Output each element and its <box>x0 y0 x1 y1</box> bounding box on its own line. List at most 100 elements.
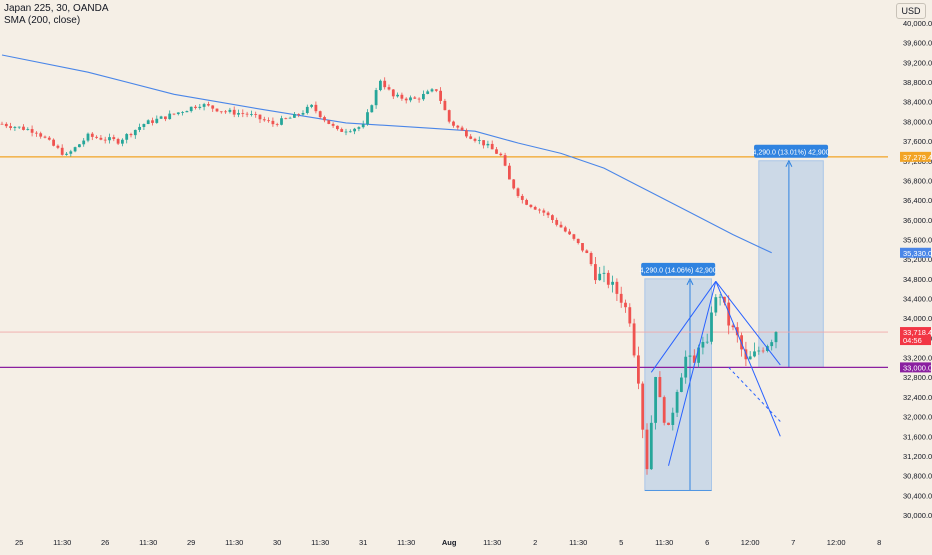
candle-body <box>4 123 8 127</box>
candle-body <box>35 132 38 134</box>
candle-body <box>138 126 141 130</box>
candle-body <box>456 125 460 128</box>
sma-badge: 35,330.0 <box>903 249 932 258</box>
price-tick-label: 35,600.0 <box>903 235 932 244</box>
pattern-line <box>650 281 717 373</box>
candle-body <box>310 104 313 107</box>
price-tick-label: 38,400.0 <box>903 98 932 107</box>
candle-body <box>443 100 447 111</box>
time-tick-label: 11:30 <box>655 538 673 547</box>
candle-body <box>258 114 262 120</box>
candle-body <box>667 422 670 425</box>
indicator-title[interactable]: SMA (200, close) <box>4 15 81 26</box>
candle-body <box>69 151 73 154</box>
price-tick-label: 36,000.0 <box>903 216 932 225</box>
candle-body <box>680 377 683 392</box>
candle-body <box>602 272 606 274</box>
price-tick-label: 34,400.0 <box>903 295 932 304</box>
candle-body <box>224 111 227 113</box>
candle-body <box>219 111 223 113</box>
candle-body <box>370 105 374 113</box>
time-axis: 25 11:30 26 11:30 29 11:30 30 11:30 31 11:30 Aug 11… <box>15 538 881 547</box>
candle-body <box>404 98 408 101</box>
candle-body <box>688 355 692 357</box>
measure-arrow-head <box>785 159 793 167</box>
price-tick-label: 34,000.0 <box>903 314 932 323</box>
pattern-line <box>715 280 781 366</box>
candle-body <box>78 144 81 148</box>
candle-body <box>391 89 395 97</box>
candle-body <box>447 110 451 122</box>
time-tick-label: 26 <box>101 538 109 547</box>
candle-body <box>241 113 245 114</box>
candle-body <box>460 127 464 131</box>
candle-body <box>727 302 731 326</box>
price-tick-label: 30,000.0 <box>903 511 932 520</box>
candle-body <box>430 89 434 92</box>
price-tick-label: 36,400.0 <box>903 196 932 205</box>
candle-body <box>323 117 326 121</box>
price-tick-label: 40,000.0 <box>903 19 932 28</box>
candle-body <box>39 133 43 137</box>
candle-body <box>589 253 593 265</box>
candle-body <box>82 140 86 145</box>
candle-body <box>684 356 688 378</box>
symbol-title[interactable]: Japan 225, 30, OANDA <box>4 3 109 14</box>
candle-body <box>409 97 412 101</box>
candle-body <box>512 179 516 189</box>
candle-body <box>65 153 68 155</box>
candle-body <box>129 134 133 136</box>
time-tick-label: 8 <box>877 538 881 547</box>
time-tick-label: 11:30 <box>397 538 415 547</box>
candle-body <box>581 243 584 251</box>
candle-body <box>26 129 30 130</box>
candle-body <box>336 125 339 130</box>
candle-body <box>86 133 90 141</box>
candle-body <box>318 111 322 118</box>
candle-body <box>99 137 103 140</box>
candle-body <box>202 104 206 107</box>
candle-body <box>267 120 270 122</box>
candle-body <box>705 341 709 343</box>
candle-body <box>116 139 120 144</box>
level-badge-purple: 33,000.0 <box>903 363 932 372</box>
price-tick-label: 32,000.0 <box>903 413 932 422</box>
candle-body <box>654 377 657 423</box>
candle-body <box>516 188 520 196</box>
candles <box>0 77 778 475</box>
candle-body <box>47 137 51 140</box>
price-tick-label: 31,600.0 <box>903 432 932 441</box>
candle-body <box>624 302 627 308</box>
candle-body <box>9 126 12 128</box>
candle-body <box>301 113 305 115</box>
candle-body <box>314 104 318 112</box>
currency-button[interactable]: USD <box>896 3 926 19</box>
candle-body <box>189 106 193 112</box>
candle-body <box>477 140 481 141</box>
chart-legend: Japan 225, 30, OANDA SMA (200, close) <box>4 3 109 27</box>
pattern-line <box>668 281 717 466</box>
candle-body <box>30 129 34 133</box>
level-badge-purple-bg <box>900 362 931 373</box>
candle-body <box>598 273 602 281</box>
candle-body <box>529 204 533 207</box>
current-price-badge-countdown: 04:56 <box>903 336 922 345</box>
candle-body <box>297 113 301 115</box>
candle-body <box>714 297 718 313</box>
candle-body <box>508 165 511 180</box>
candle-body <box>568 231 571 235</box>
candle-body <box>155 118 159 123</box>
candle-body <box>60 147 64 155</box>
price-tick-label: 34,800.0 <box>903 275 932 284</box>
candle-body <box>628 307 632 324</box>
time-tick-label: 11:30 <box>53 538 71 547</box>
candle-body <box>348 131 352 133</box>
candle-body <box>748 356 752 360</box>
candle-body <box>207 104 210 106</box>
candle-body <box>611 281 614 285</box>
candle-body <box>125 134 129 140</box>
candle-body <box>146 120 150 125</box>
candle-body <box>576 238 580 244</box>
